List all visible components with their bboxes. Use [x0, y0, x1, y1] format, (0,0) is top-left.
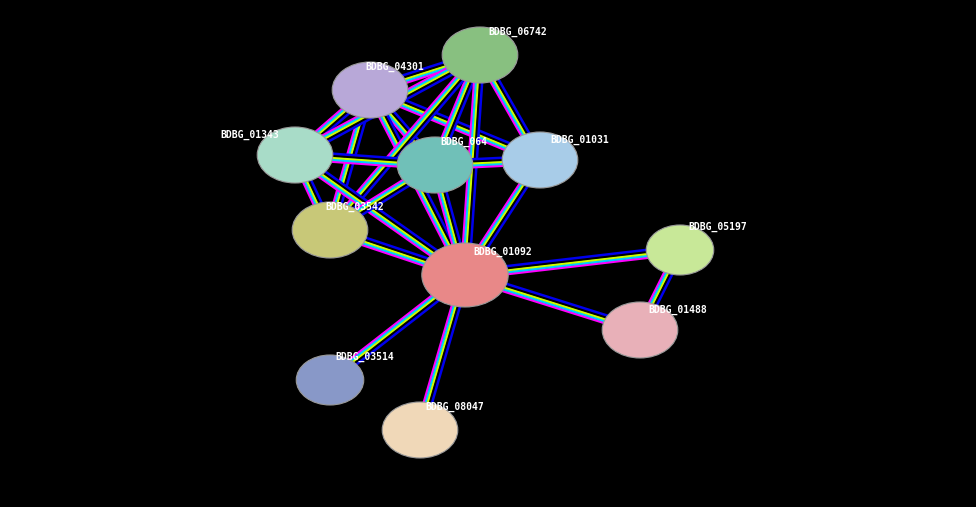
Text: BDBG_01092: BDBG_01092 — [473, 247, 532, 257]
Ellipse shape — [422, 243, 508, 307]
Ellipse shape — [397, 137, 472, 193]
Ellipse shape — [292, 202, 368, 258]
Ellipse shape — [297, 355, 364, 405]
Ellipse shape — [442, 27, 518, 83]
Ellipse shape — [503, 132, 578, 188]
Ellipse shape — [602, 302, 677, 358]
Text: BDBG_01488: BDBG_01488 — [648, 305, 707, 315]
Text: BDBG_01031: BDBG_01031 — [550, 135, 609, 145]
Ellipse shape — [258, 127, 333, 183]
Ellipse shape — [383, 402, 458, 458]
Text: BDBG_03514: BDBG_03514 — [335, 352, 393, 362]
Text: BDBG_05197: BDBG_05197 — [688, 222, 747, 232]
Ellipse shape — [332, 62, 408, 118]
Text: BDBG_04301: BDBG_04301 — [365, 62, 424, 72]
Ellipse shape — [646, 225, 713, 275]
Text: BDBG_08047: BDBG_08047 — [425, 402, 484, 412]
Text: BDBG_064: BDBG_064 — [440, 137, 487, 147]
Text: BDBG_06742: BDBG_06742 — [488, 27, 547, 37]
Text: BDBG_01343: BDBG_01343 — [220, 130, 279, 140]
Text: BDBG_03542: BDBG_03542 — [325, 202, 384, 212]
